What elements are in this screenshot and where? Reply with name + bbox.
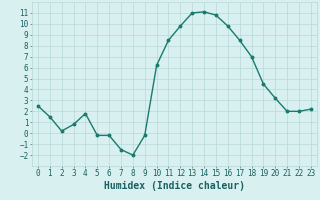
X-axis label: Humidex (Indice chaleur): Humidex (Indice chaleur) [104, 181, 245, 191]
